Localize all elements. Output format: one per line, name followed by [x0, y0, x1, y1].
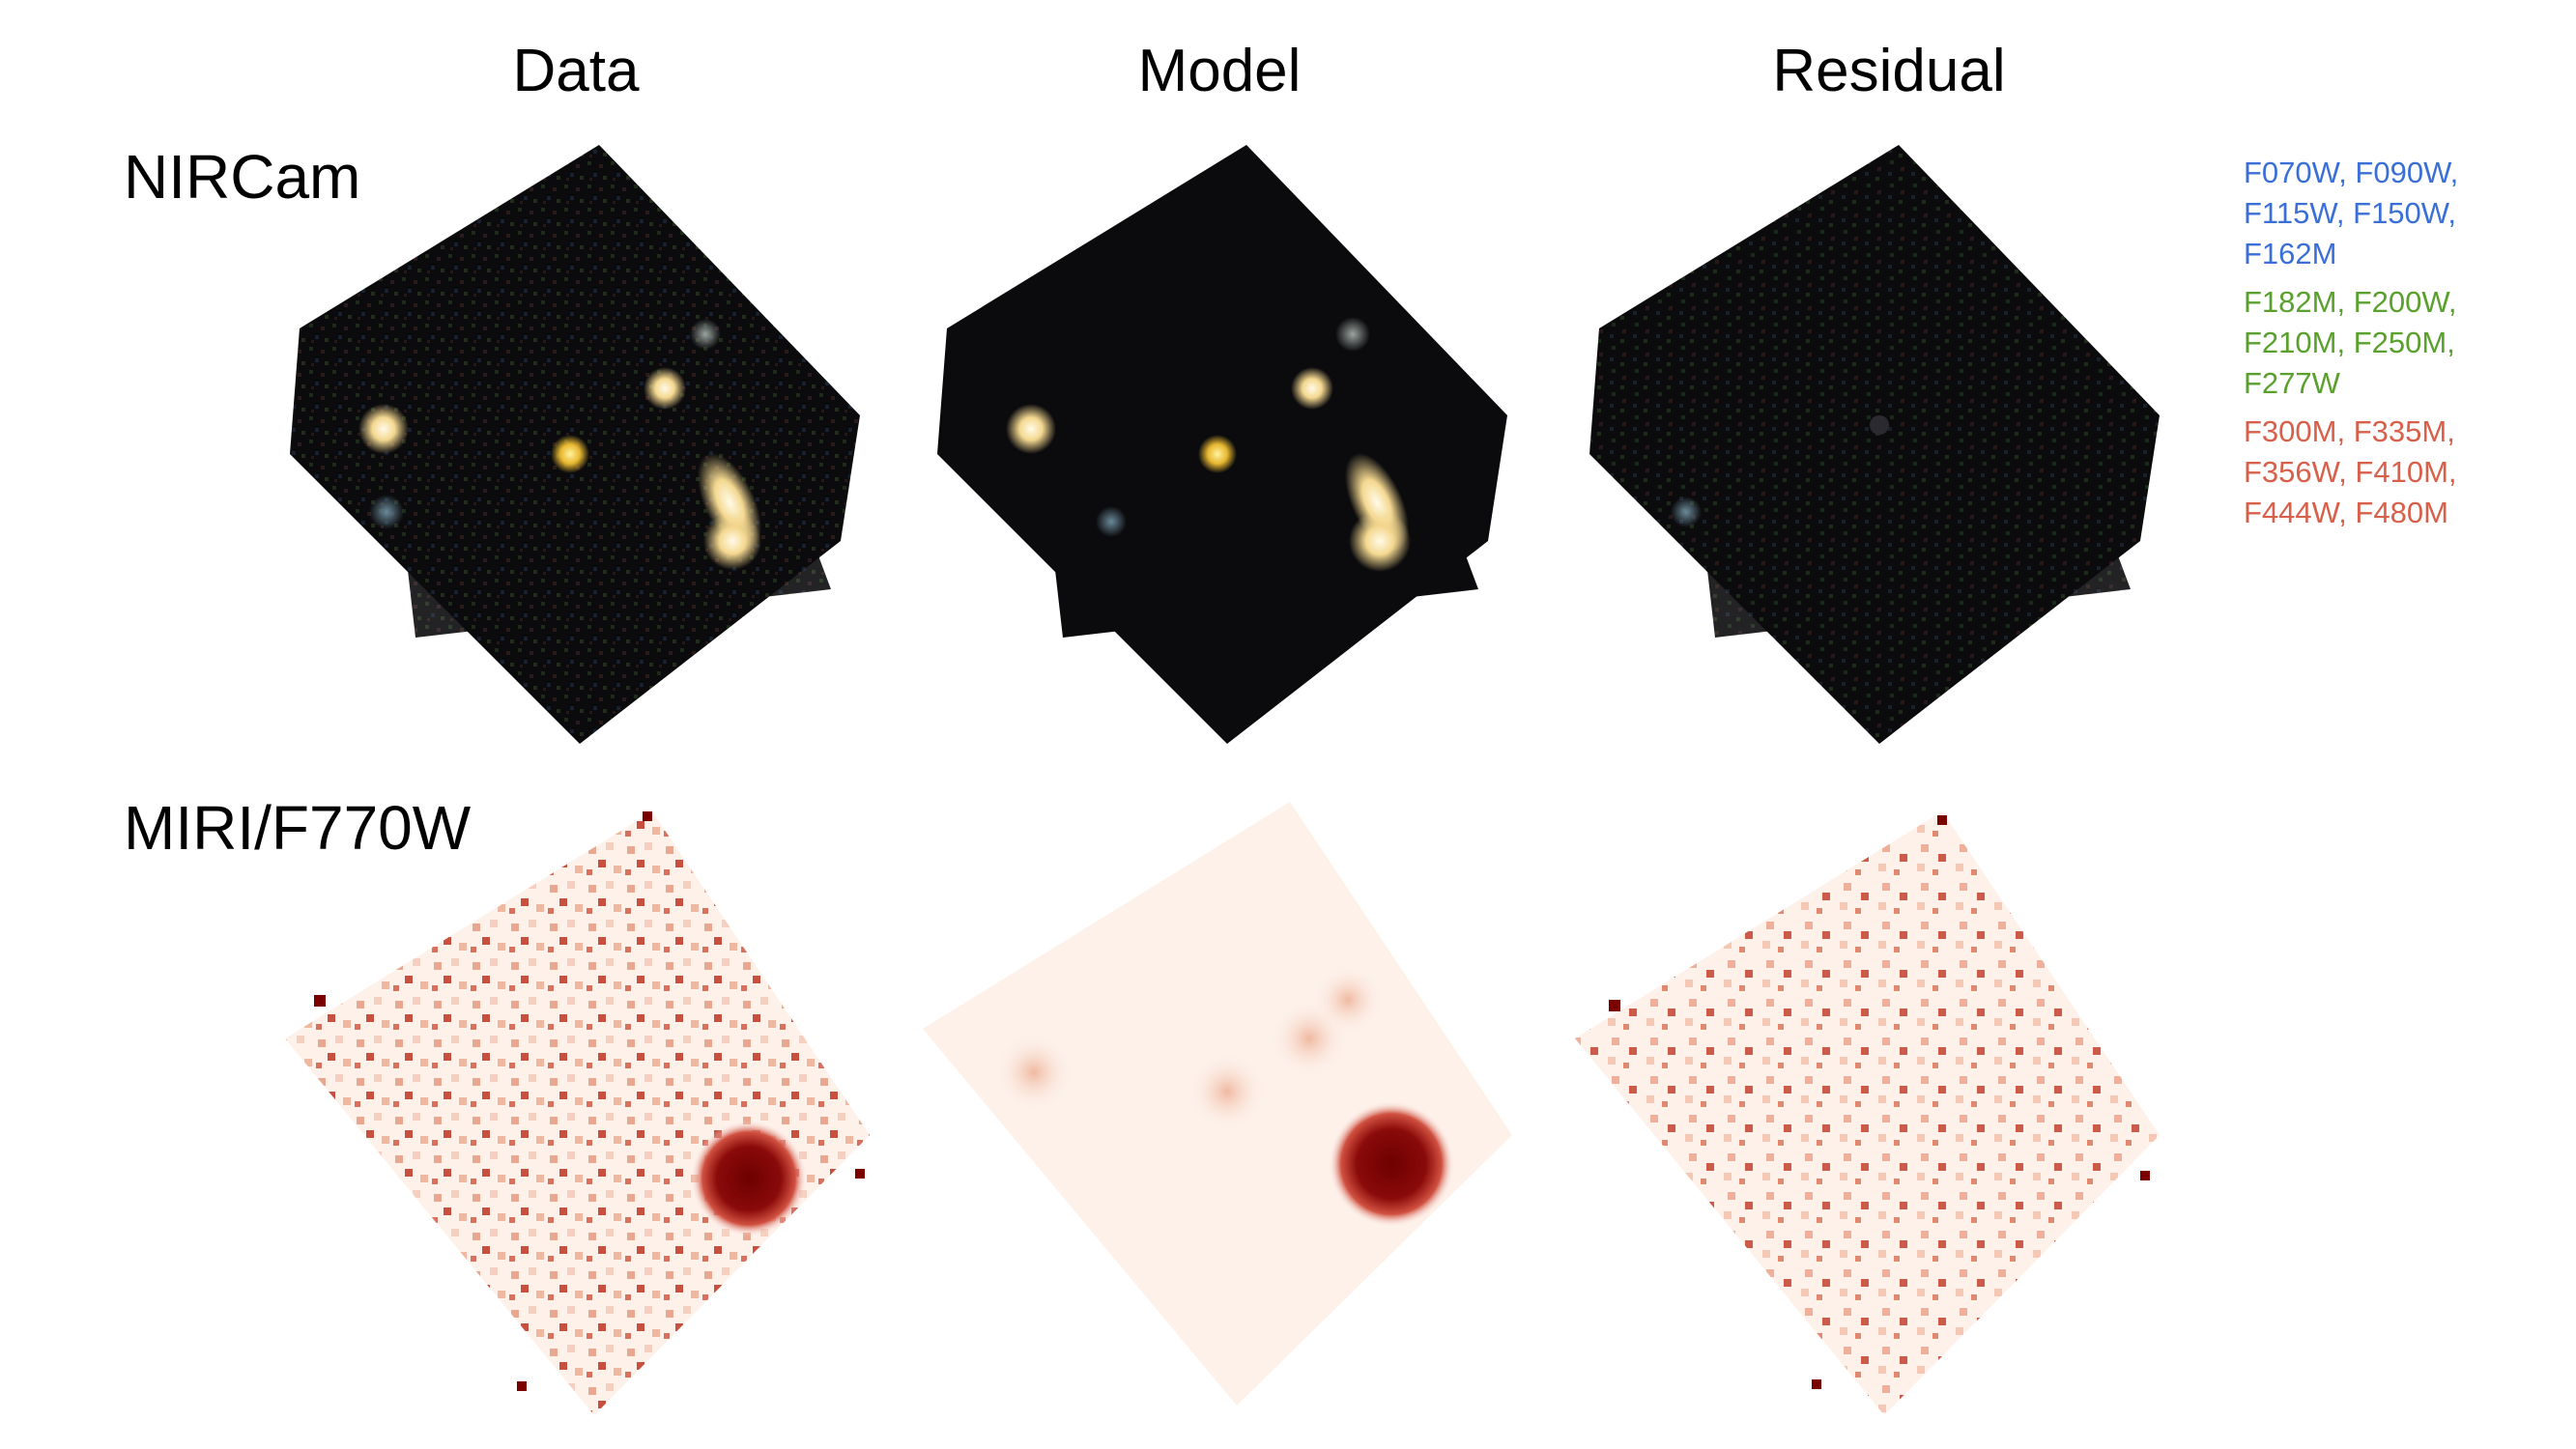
filter-line: F115W, F150W, [2244, 196, 2456, 230]
filter-line: F162M [2244, 237, 2337, 270]
nircam-data-panel [290, 145, 860, 744]
filter-line: F277W [2244, 366, 2340, 400]
miri-data-panel [285, 811, 870, 1415]
filter-line: F210M, F250M, [2244, 326, 2455, 359]
filter-group-blue: F070W, F090W, F115W, F150W, F162M [2244, 153, 2458, 274]
miri-model-panel [923, 802, 1512, 1406]
filter-line: F070W, F090W, [2244, 156, 2459, 189]
filter-line: F444W, F480M [2244, 496, 2448, 529]
row-label-nircam: NIRCam [124, 142, 361, 212]
filter-line: F300M, F335M, [2244, 414, 2455, 448]
column-title-model: Model [1137, 38, 1302, 104]
row-label-miri: MIRI/F770W [124, 793, 472, 863]
filter-line: F356W, F410M, [2244, 455, 2457, 489]
column-title-data: Data [512, 38, 640, 104]
column-title-residual: Residual [1772, 38, 2006, 104]
filter-legend: F070W, F090W, F115W, F150W, F162M F182M,… [2244, 153, 2458, 541]
miri-residual-panel [1575, 811, 2160, 1415]
filter-group-green: F182M, F200W, F210M, F250M, F277W [2244, 282, 2458, 404]
nircam-residual-panel [1589, 145, 2160, 744]
nircam-model-panel [937, 145, 1507, 744]
filter-group-red: F300M, F335M, F356W, F410M, F444W, F480M [2244, 412, 2458, 533]
filter-line: F182M, F200W, [2244, 285, 2457, 319]
